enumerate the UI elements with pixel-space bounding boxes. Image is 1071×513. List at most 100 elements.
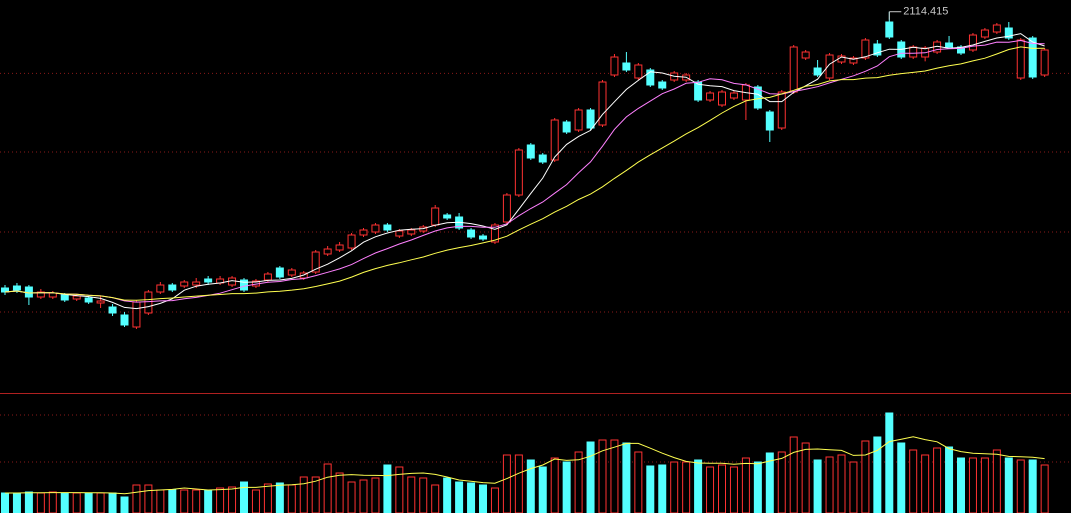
volume-bar — [287, 484, 296, 513]
volume-bar — [455, 481, 464, 513]
volume-bar — [479, 484, 487, 513]
volume-bar — [933, 447, 942, 513]
volume-bar — [634, 451, 643, 513]
candle-body — [801, 51, 810, 59]
volume-bar — [646, 465, 655, 513]
volume-bar — [228, 486, 237, 513]
candle-body — [502, 194, 511, 223]
candle-body — [753, 86, 762, 109]
volume-bar — [36, 492, 45, 513]
volume-bar — [885, 412, 894, 513]
volume-bar — [909, 449, 918, 513]
volume-bar — [251, 489, 260, 513]
volume-bar — [514, 454, 523, 513]
candle-body — [658, 81, 667, 89]
volume-bar — [538, 466, 547, 513]
volume-bar — [873, 436, 882, 513]
candle-body — [12, 285, 21, 291]
candle-body — [622, 62, 631, 71]
volume-bar — [562, 461, 571, 513]
candle-body — [538, 154, 547, 163]
volume-bar — [670, 461, 679, 513]
candle-body — [36, 291, 45, 298]
volume-bar — [622, 442, 631, 513]
candle-body — [311, 251, 320, 273]
candle-body — [813, 67, 822, 76]
candle-body — [789, 46, 798, 93]
ma-line — [4, 39, 1045, 303]
volume-bar — [407, 476, 416, 513]
annotation-label: 2114.415 — [903, 6, 948, 18]
volume-bar — [1, 492, 9, 513]
candle-body — [467, 229, 476, 238]
volume-bar — [120, 496, 129, 513]
volume-bar — [598, 439, 607, 513]
candle-body — [84, 297, 93, 303]
candle-body — [1004, 27, 1013, 39]
candle-body — [180, 281, 189, 287]
volume-bar — [837, 454, 846, 513]
candle-body — [706, 92, 715, 101]
candle-body — [168, 284, 177, 291]
candle-body — [1016, 39, 1025, 79]
candle-body — [873, 43, 882, 56]
volume-bar — [419, 477, 428, 513]
volume-bar — [263, 483, 272, 513]
volume-bar — [861, 440, 870, 513]
volume-bar — [586, 441, 595, 513]
candle-body — [562, 121, 571, 133]
candle-body — [407, 229, 416, 235]
volume-bar — [144, 484, 153, 513]
volume-bar — [992, 449, 1001, 513]
volume-bar — [682, 461, 691, 513]
candle-body — [120, 314, 129, 326]
volume-bar — [204, 489, 213, 513]
candle-body — [909, 46, 918, 58]
volume-bar — [216, 487, 225, 513]
candle-body — [490, 224, 499, 243]
volume-bar — [980, 457, 989, 513]
volume-bar — [12, 492, 21, 513]
volume-bar — [72, 492, 81, 513]
candle-body — [263, 273, 272, 281]
volume-bar — [849, 461, 858, 513]
ma-line — [4, 46, 1045, 301]
volume-bar — [108, 492, 117, 513]
volume-bar — [132, 484, 141, 513]
candle-body — [144, 291, 153, 314]
volume-bar — [753, 461, 762, 513]
candle-body — [634, 64, 643, 79]
candle-body — [992, 24, 1001, 33]
candle-body — [1028, 37, 1037, 78]
candle-body — [156, 284, 165, 293]
candle-body — [108, 306, 117, 314]
volume-bar — [526, 459, 535, 513]
volume-bar — [718, 464, 726, 513]
candle-body — [718, 91, 726, 106]
volume-ma-line — [5, 436, 1045, 495]
volume-bar — [347, 481, 356, 513]
volume-bar — [1016, 459, 1025, 513]
candle-body — [574, 109, 583, 131]
volume-bar — [741, 457, 750, 513]
volume-bar — [550, 457, 559, 513]
volume-bar — [729, 466, 738, 513]
candle-body — [275, 267, 284, 278]
candle-body — [132, 301, 141, 328]
volume-bar — [359, 479, 368, 513]
candle-body — [945, 42, 954, 48]
candle-body — [240, 279, 248, 291]
volume-bar — [180, 489, 189, 513]
ma-line — [4, 33, 1045, 310]
volume-bar — [813, 459, 822, 513]
volume-bar — [156, 489, 165, 513]
candle-body — [849, 57, 858, 64]
candle-body — [885, 21, 894, 38]
volume-bar — [240, 481, 248, 513]
candle-body — [192, 281, 201, 286]
candle-body — [777, 91, 786, 129]
candle-body — [1040, 49, 1049, 76]
candle-body — [395, 230, 404, 237]
